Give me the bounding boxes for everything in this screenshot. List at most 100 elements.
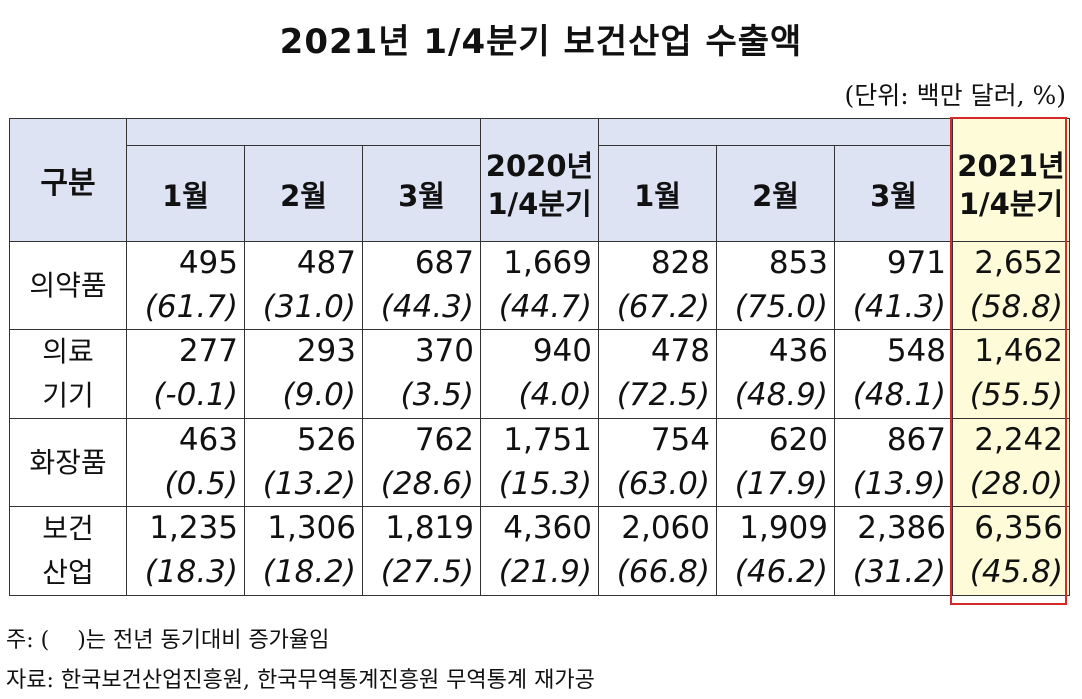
column-header-2020-mar: 3월 [362,145,481,242]
table-cell: 687 (44.3) [362,241,481,330]
export-value: 495 [178,245,238,281]
table-cell: 293 (9.0) [244,329,363,419]
group-header-2021 [598,118,953,146]
table-cell: 1,669 (44.7) [480,241,599,330]
table-cell: 478 (72.5) [598,329,717,419]
table-cell: 548 (48.1) [834,329,953,419]
table-cell: 4,360 (21.9) [480,506,599,596]
column-header-2021-feb: 2월 [716,145,835,242]
export-value: 828 [650,245,710,281]
export-value: 526 [296,422,356,458]
table-cell: 971 (41.3) [834,241,953,330]
export-value: 754 [650,422,710,458]
table-cell: 370 (3.5) [362,329,481,419]
export-value: 1,306 [267,510,356,546]
yoy-change: (48.9) [734,377,828,413]
yoy-change: (4.0) [518,377,593,413]
yoy-change: (9.0) [282,377,357,413]
table-cell: 1,819 (27.5) [362,506,481,596]
export-value: 1,819 [385,510,474,546]
yoy-change: (31.2) [852,554,946,590]
table-cell: 1,909 (46.2) [716,506,835,596]
table-cell: 2,060 (66.8) [598,506,717,596]
export-value: 687 [414,245,474,281]
corner-header: 구분 [9,118,127,242]
column-header-2020-feb: 2월 [244,145,363,242]
export-table: 구분 2020년 1/4분기 2021년 1/4분기 1월 2월 3월 1월 2… [9,118,1070,596]
yoy-change: (0.5) [164,466,239,502]
table-cell: 620 (17.9) [716,418,835,507]
yoy-change: (67.2) [616,289,710,325]
yoy-change: (46.2) [734,554,828,590]
export-value: 463 [178,422,238,458]
yoy-change: (21.9) [498,554,592,590]
table-cell: 436 (48.9) [716,329,835,419]
yoy-change: (58.8) [969,289,1063,325]
yoy-change: (18.2) [262,554,356,590]
table-cell: 853 (75.0) [716,241,835,330]
export-value: 1,235 [149,510,238,546]
export-value: 1,909 [739,510,828,546]
table-cell: 526 (13.2) [244,418,363,507]
table-cell: 495 (61.7) [126,241,245,330]
row-label: 화장품 [9,418,127,507]
export-value: 620 [768,422,828,458]
yoy-change: (61.7) [144,289,238,325]
export-value: 2,242 [974,422,1063,458]
column-header-2020-q1: 2020년 1/4분기 [480,118,599,242]
yoy-change: (28.6) [380,466,474,502]
export-value: 940 [532,333,592,369]
yoy-change: (63.0) [616,466,710,502]
column-header-2021-jan: 1월 [598,145,717,242]
export-value: 867 [886,422,946,458]
yoy-change: (44.3) [380,289,474,325]
unit-note: (단위: 백만 달러, %) [844,81,1066,110]
yoy-change: (31.0) [262,289,356,325]
table-cell: 1,751 (15.3) [480,418,599,507]
table-row: 의약품 495 (61.7) 487 (31.0) 687 (44.3) 1,669 (44.7… [9,241,1070,330]
source-note: 자료: 한국보건산업진흥원, 한국무역통계진흥원 무역통계 재가공 [6,668,595,693]
row-label: 의료 기기 [9,329,127,419]
row-label: 의약품 [9,241,127,330]
yoy-change: (41.3) [852,289,946,325]
export-value: 548 [886,333,946,369]
table-cell: 1,462 (55.5) [952,329,1070,419]
table-cell: 1,306 (18.2) [244,506,363,596]
table-row: 의료 기기 277 (-0.1) 293 (9.0) 370 (3.5) 940 (4.0) 47… [9,329,1070,419]
table-cell: 487 (31.0) [244,241,363,330]
table-cell: 2,386 (31.2) [834,506,953,596]
export-value: 487 [296,245,356,281]
export-value: 853 [768,245,828,281]
yoy-change: (27.5) [380,554,474,590]
row-label: 보건 산업 [9,506,127,596]
table-cell: 940 (4.0) [480,329,599,419]
table-cell: 277 (-0.1) [126,329,245,419]
yoy-change: (15.3) [498,466,592,502]
table-cell: 754 (63.0) [598,418,717,507]
export-value: 1,462 [974,333,1063,369]
yoy-change: (48.1) [852,377,946,413]
yoy-change: (45.8) [969,554,1063,590]
table-cell: 463 (0.5) [126,418,245,507]
table-cell: 2,652 (58.8) [952,241,1070,330]
yoy-change: (18.3) [144,554,238,590]
group-header-2020 [126,118,481,146]
export-value: 293 [296,333,356,369]
table-cell: 2,242 (28.0) [952,418,1070,507]
export-value: 1,669 [503,245,592,281]
yoy-change: (28.0) [969,466,1063,502]
table-body: 의약품 495 (61.7) 487 (31.0) 687 (44.3) 1,669 (44.7… [9,241,1070,596]
yoy-change: (13.9) [852,466,946,502]
table-cell: 867 (13.9) [834,418,953,507]
column-header-2021-mar: 3월 [834,145,953,242]
yoy-change: (55.5) [969,377,1063,413]
table-cell: 6,356 (45.8) [952,506,1070,596]
export-value: 971 [886,245,946,281]
table-cell: 828 (67.2) [598,241,717,330]
export-value: 478 [650,333,710,369]
export-value: 6,356 [974,510,1063,546]
yoy-change: (44.7) [498,289,592,325]
export-value: 4,360 [503,510,592,546]
export-value: 2,386 [857,510,946,546]
yoy-change: (17.9) [734,466,828,502]
